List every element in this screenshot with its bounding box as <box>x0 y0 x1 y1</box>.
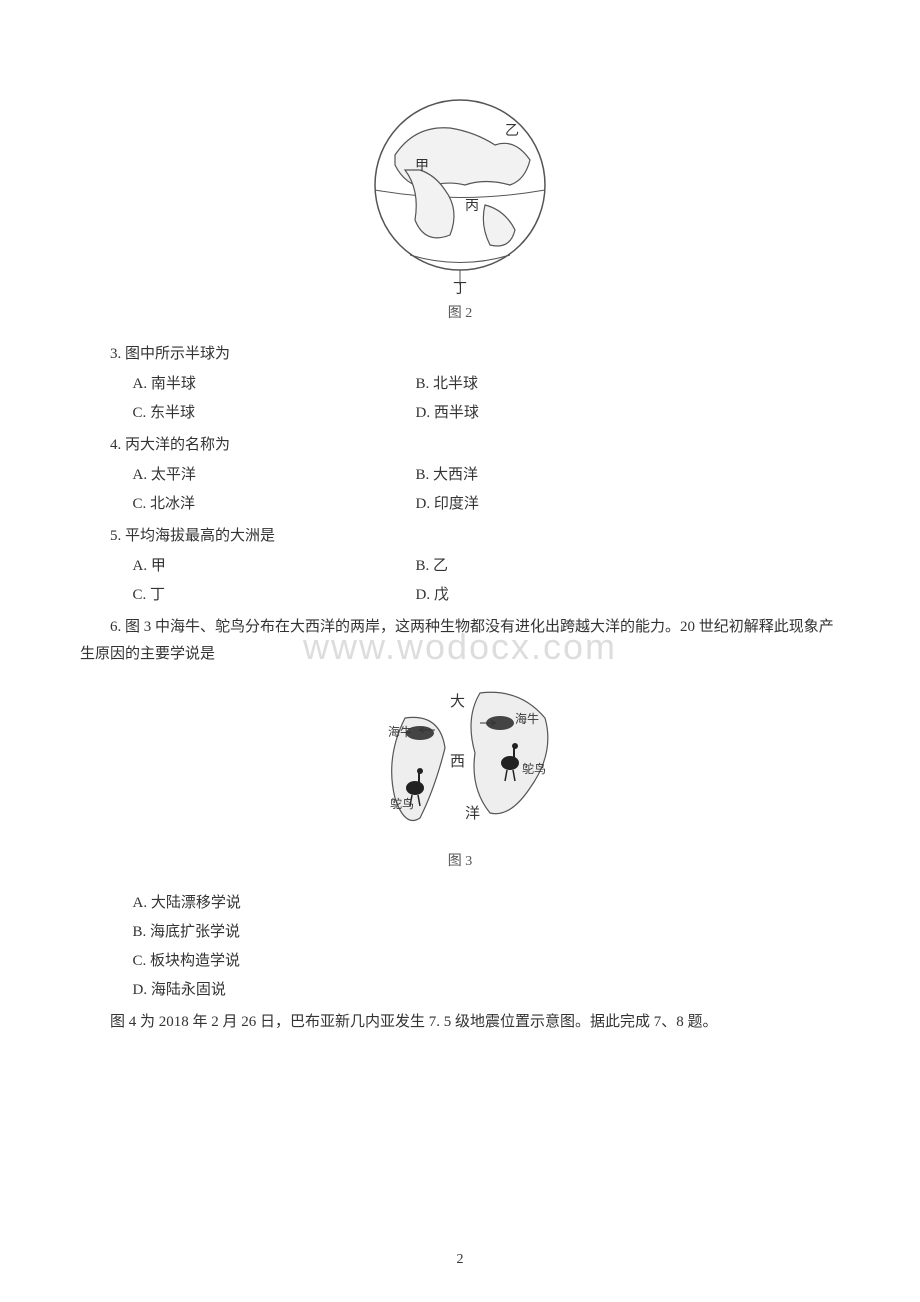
figure-3: 大 西 洋 海牛 海牛 鸵鸟 鸵鸟 图 3 <box>80 678 840 874</box>
label-xi: 西 <box>450 754 465 770</box>
q5-option-b: B. 乙 <box>416 552 699 581</box>
q6-option-b: B. 海底扩张学说 <box>133 918 841 947</box>
question-6: 6. 图 3 中海牛、鸵鸟分布在大西洋的两岸，这两种生物都没有进化出跨越大洋的能… <box>80 614 840 668</box>
label-da: 大 <box>450 693 465 710</box>
intro-q7-8: 图 4 为 2018 年 2 月 26 日，巴布亚新几内亚发生 7. 5 级地震… <box>80 1009 840 1036</box>
question-5: 5. 平均海拔最高的大洲是 <box>80 523 840 550</box>
q4-option-c: C. 北冰洋 <box>133 490 416 519</box>
q5-option-c: C. 丁 <box>133 581 416 610</box>
question-4-options: A. 太平洋 B. 大西洋 C. 北冰洋 D. 印度洋 <box>80 461 840 519</box>
label-yang: 洋 <box>465 805 480 822</box>
figure-2-caption: 图 2 <box>80 301 840 326</box>
question-6-options: A. 大陆漂移学说 B. 海底扩张学说 C. 板块构造学说 D. 海陆永固说 <box>80 889 840 1005</box>
label-yi: 乙 <box>505 123 519 139</box>
q5-option-d: D. 戊 <box>416 581 699 610</box>
label-bing: 丙 <box>465 199 479 214</box>
question-5-options: A. 甲 B. 乙 C. 丁 D. 戊 <box>80 552 840 610</box>
label-ding: 丁 <box>453 282 467 295</box>
question-3-options: A. 南半球 B. 北半球 C. 东半球 D. 西半球 <box>80 370 840 428</box>
atlantic-diagram: 大 西 洋 海牛 海牛 鸵鸟 鸵鸟 <box>350 678 570 843</box>
q6-option-c: C. 板块构造学说 <box>133 947 841 976</box>
q5-option-a: A. 甲 <box>133 552 416 581</box>
q4-option-b: B. 大西洋 <box>416 461 699 490</box>
page-number: 2 <box>0 1247 920 1272</box>
label-manatee-2: 海牛 <box>515 711 539 726</box>
question-4: 4. 丙大洋的名称为 <box>80 432 840 459</box>
figure-2: 乙 甲 丙 丁 图 2 <box>80 90 840 326</box>
label-jia: 甲 <box>415 159 429 174</box>
figure-3-caption: 图 3 <box>80 849 840 874</box>
q3-option-c: C. 东半球 <box>133 399 416 428</box>
q3-option-a: A. 南半球 <box>133 370 416 399</box>
label-manatee-1: 海牛 <box>388 724 412 739</box>
q6-option-d: D. 海陆永固说 <box>133 976 841 1005</box>
label-ostrich-2: 鸵鸟 <box>522 761 546 776</box>
q6-option-a: A. 大陆漂移学说 <box>133 889 841 918</box>
question-3: 3. 图中所示半球为 <box>80 341 840 368</box>
q3-option-d: D. 西半球 <box>416 399 699 428</box>
globe-diagram: 乙 甲 丙 丁 <box>365 90 555 295</box>
q4-option-a: A. 太平洋 <box>133 461 416 490</box>
q3-option-b: B. 北半球 <box>416 370 699 399</box>
q4-option-d: D. 印度洋 <box>416 490 699 519</box>
label-ostrich-1: 鸵鸟 <box>390 796 414 811</box>
